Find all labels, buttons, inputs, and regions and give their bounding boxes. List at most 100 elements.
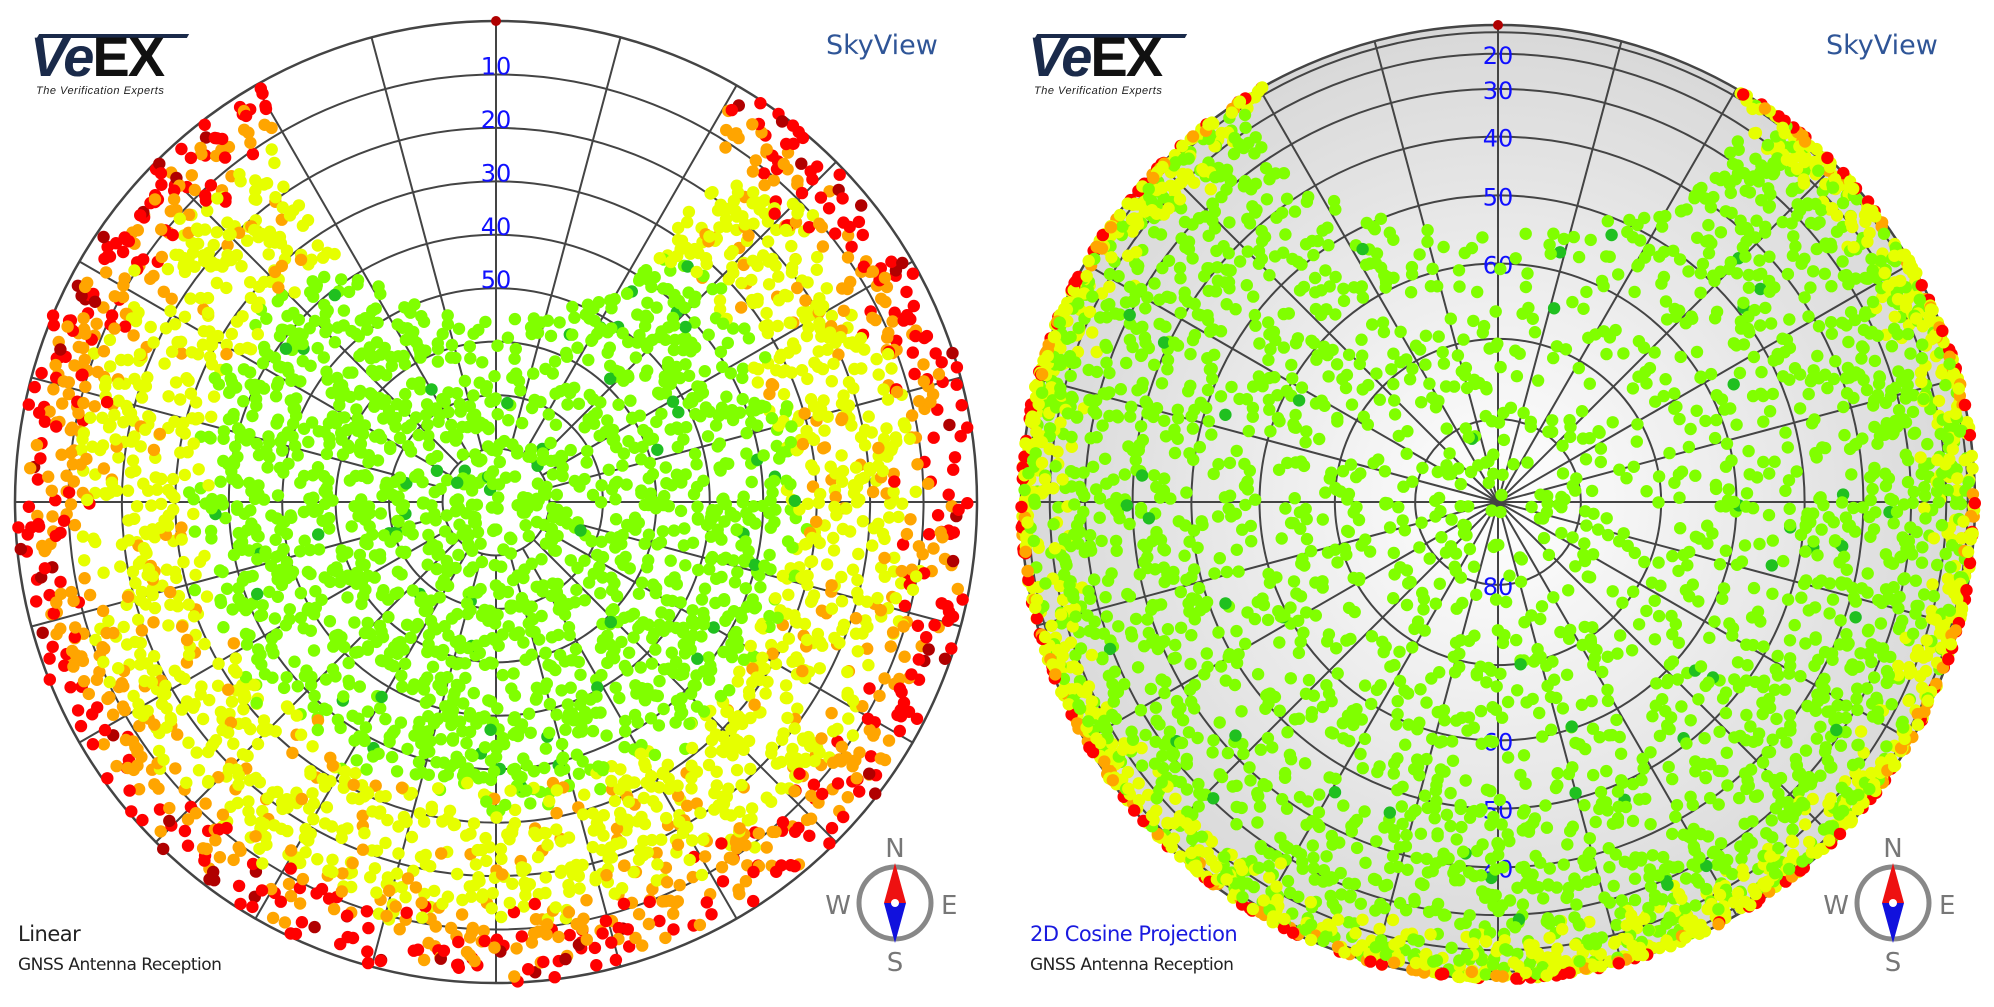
data-point bbox=[1074, 642, 1088, 655]
data-point bbox=[903, 432, 917, 445]
data-point bbox=[502, 620, 515, 633]
data-point bbox=[748, 841, 761, 854]
data-point bbox=[687, 488, 701, 501]
data-point bbox=[399, 387, 412, 401]
data-point bbox=[232, 582, 245, 595]
data-point bbox=[791, 174, 804, 187]
data-point bbox=[951, 582, 964, 596]
data-point bbox=[333, 575, 347, 589]
elevation-label: 30 bbox=[481, 159, 512, 187]
data-point bbox=[122, 514, 135, 527]
data-point bbox=[1766, 587, 1779, 600]
data-point bbox=[1501, 751, 1515, 764]
data-point bbox=[1307, 851, 1320, 864]
data-point bbox=[318, 298, 331, 312]
data-point bbox=[736, 496, 749, 509]
data-point bbox=[833, 168, 846, 181]
data-point bbox=[727, 712, 741, 725]
data-point bbox=[1401, 863, 1414, 876]
data-point bbox=[543, 795, 556, 808]
data-point bbox=[188, 525, 202, 538]
data-point bbox=[334, 721, 347, 735]
data-point bbox=[493, 455, 506, 469]
data-point bbox=[262, 430, 275, 443]
data-point bbox=[439, 700, 452, 713]
data-point bbox=[24, 462, 37, 475]
data-point bbox=[164, 205, 177, 218]
data-point bbox=[628, 441, 641, 454]
data-point bbox=[791, 281, 804, 295]
data-point bbox=[864, 464, 877, 477]
data-point bbox=[244, 343, 258, 356]
data-point bbox=[605, 649, 619, 662]
data-point bbox=[296, 872, 310, 886]
data-point bbox=[1577, 302, 1590, 315]
data-point bbox=[878, 672, 891, 685]
data-point bbox=[328, 630, 342, 643]
data-point bbox=[377, 584, 390, 597]
data-point bbox=[522, 529, 535, 543]
data-point bbox=[1223, 456, 1237, 470]
data-point bbox=[328, 336, 342, 349]
data-point bbox=[634, 661, 647, 674]
data-point bbox=[452, 657, 465, 670]
data-point bbox=[912, 540, 926, 553]
data-point bbox=[644, 712, 658, 725]
data-point bbox=[1410, 851, 1423, 865]
data-point bbox=[299, 846, 312, 859]
data-point bbox=[116, 245, 130, 259]
data-point bbox=[548, 544, 561, 557]
data-point bbox=[268, 236, 282, 249]
data-point bbox=[308, 505, 321, 518]
data-point bbox=[835, 475, 849, 488]
data-point bbox=[607, 603, 620, 616]
data-point bbox=[733, 822, 746, 835]
data-point bbox=[572, 397, 586, 410]
data-point bbox=[366, 805, 379, 818]
data-point bbox=[464, 604, 477, 617]
data-point bbox=[112, 451, 125, 464]
data-point bbox=[271, 489, 285, 502]
data-point bbox=[112, 377, 125, 390]
data-point bbox=[1813, 216, 1826, 229]
data-point bbox=[169, 376, 183, 389]
data-point bbox=[1626, 382, 1640, 395]
data-point bbox=[1507, 458, 1520, 471]
data-point bbox=[739, 875, 753, 888]
data-point bbox=[418, 604, 431, 618]
data-point bbox=[407, 944, 420, 957]
data-point bbox=[178, 672, 191, 685]
data-point bbox=[413, 715, 426, 729]
data-point bbox=[227, 637, 240, 650]
data-point bbox=[75, 443, 88, 456]
data-point bbox=[139, 423, 152, 436]
data-point bbox=[291, 449, 304, 462]
data-point bbox=[326, 759, 339, 772]
data-point bbox=[864, 750, 878, 763]
data-point bbox=[795, 186, 809, 200]
data-point bbox=[585, 535, 598, 548]
data-point bbox=[134, 648, 147, 661]
data-point bbox=[308, 920, 321, 934]
data-point bbox=[43, 673, 56, 686]
data-point bbox=[509, 342, 522, 356]
data-point bbox=[746, 118, 759, 131]
data-point bbox=[326, 563, 340, 577]
data-point bbox=[99, 266, 113, 279]
data-point bbox=[1249, 131, 1262, 144]
data-point bbox=[592, 760, 605, 773]
data-point bbox=[898, 599, 912, 612]
data-point bbox=[910, 570, 923, 583]
data-point bbox=[456, 420, 469, 434]
data-point bbox=[288, 286, 301, 299]
data-point bbox=[1429, 597, 1443, 610]
data-point bbox=[93, 443, 107, 457]
data-point bbox=[1547, 302, 1561, 315]
data-point bbox=[726, 322, 740, 335]
data-point bbox=[800, 813, 814, 827]
data-point bbox=[627, 631, 640, 644]
data-point bbox=[284, 927, 297, 940]
data-point bbox=[816, 240, 830, 253]
data-point bbox=[192, 463, 205, 476]
